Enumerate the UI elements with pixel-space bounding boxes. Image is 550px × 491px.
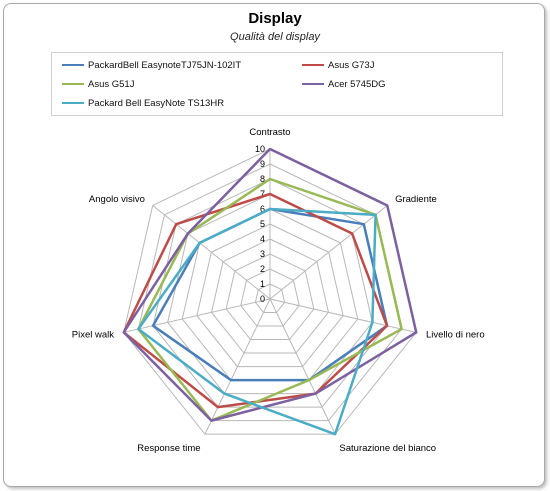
tick-label: 2 — [260, 264, 265, 274]
axis-spoke — [269, 205, 388, 300]
legend-item: PackardBell EasynoteTJ75JN-102IT — [62, 58, 241, 72]
axis-label: Saturazione del bianco — [339, 443, 436, 454]
legend-item: Asus G51J — [62, 77, 134, 91]
chart-title: Display — [248, 10, 302, 27]
legend: PackardBell EasynoteTJ75JN-102IT Asus G7… — [51, 52, 503, 116]
tick-label: 3 — [260, 249, 265, 259]
tick-label: 7 — [260, 189, 265, 199]
axis-spoke — [123, 298, 271, 333]
tick-label: 6 — [260, 204, 265, 214]
axis-label: Livello di nero — [426, 330, 485, 341]
axis-label: Gradiente — [395, 194, 437, 205]
legend-swatch — [302, 83, 324, 85]
grid-ring — [196, 223, 344, 368]
legend-swatch — [62, 64, 84, 66]
grid-ring — [254, 283, 286, 314]
axis-label: Response time — [137, 443, 200, 454]
axis-spoke — [269, 298, 336, 435]
series-line — [137, 177, 403, 422]
tick-label: 9 — [260, 159, 265, 169]
grid-ring — [167, 193, 373, 395]
legend-label: PackardBell EasynoteTJ75JN-102IT — [88, 59, 242, 71]
series-line — [151, 207, 389, 382]
tick-label: 4 — [260, 234, 265, 244]
legend-label: Asus G73J — [328, 59, 375, 71]
grid-ring — [240, 268, 300, 327]
grid-ring — [210, 238, 330, 354]
legend-swatch — [62, 102, 84, 104]
legend-swatch — [62, 83, 84, 85]
tick-label: 5 — [260, 219, 265, 229]
axis-label: Pixel walk — [72, 330, 114, 341]
axis-label: Angolo visivo — [89, 194, 145, 205]
axis-spoke — [269, 298, 417, 333]
tick-label: 0 — [260, 294, 265, 304]
legend-swatch — [302, 64, 324, 66]
legend-label: Asus G51J — [88, 78, 135, 90]
tick-label: 1 — [260, 279, 265, 289]
legend-label: Packard Bell EasyNote TS13HR — [88, 97, 225, 109]
axis-spoke — [152, 205, 271, 300]
tick-label: 8 — [260, 174, 265, 184]
tick-label: 10 — [255, 144, 265, 154]
legend-item: Packard Bell EasyNote TS13HR — [62, 96, 224, 110]
legend-label: Acer 5745DG — [328, 78, 386, 90]
grid-ring — [225, 253, 315, 341]
legend-item: Acer 5745DG — [302, 77, 386, 91]
axis-spoke — [204, 298, 271, 435]
series-line — [137, 207, 377, 436]
legend-item: Asus G73J — [302, 58, 374, 72]
axis-label: Contrasto — [249, 127, 290, 138]
series-line — [122, 192, 389, 409]
chart-subtitle: Qualità del display — [230, 31, 320, 43]
